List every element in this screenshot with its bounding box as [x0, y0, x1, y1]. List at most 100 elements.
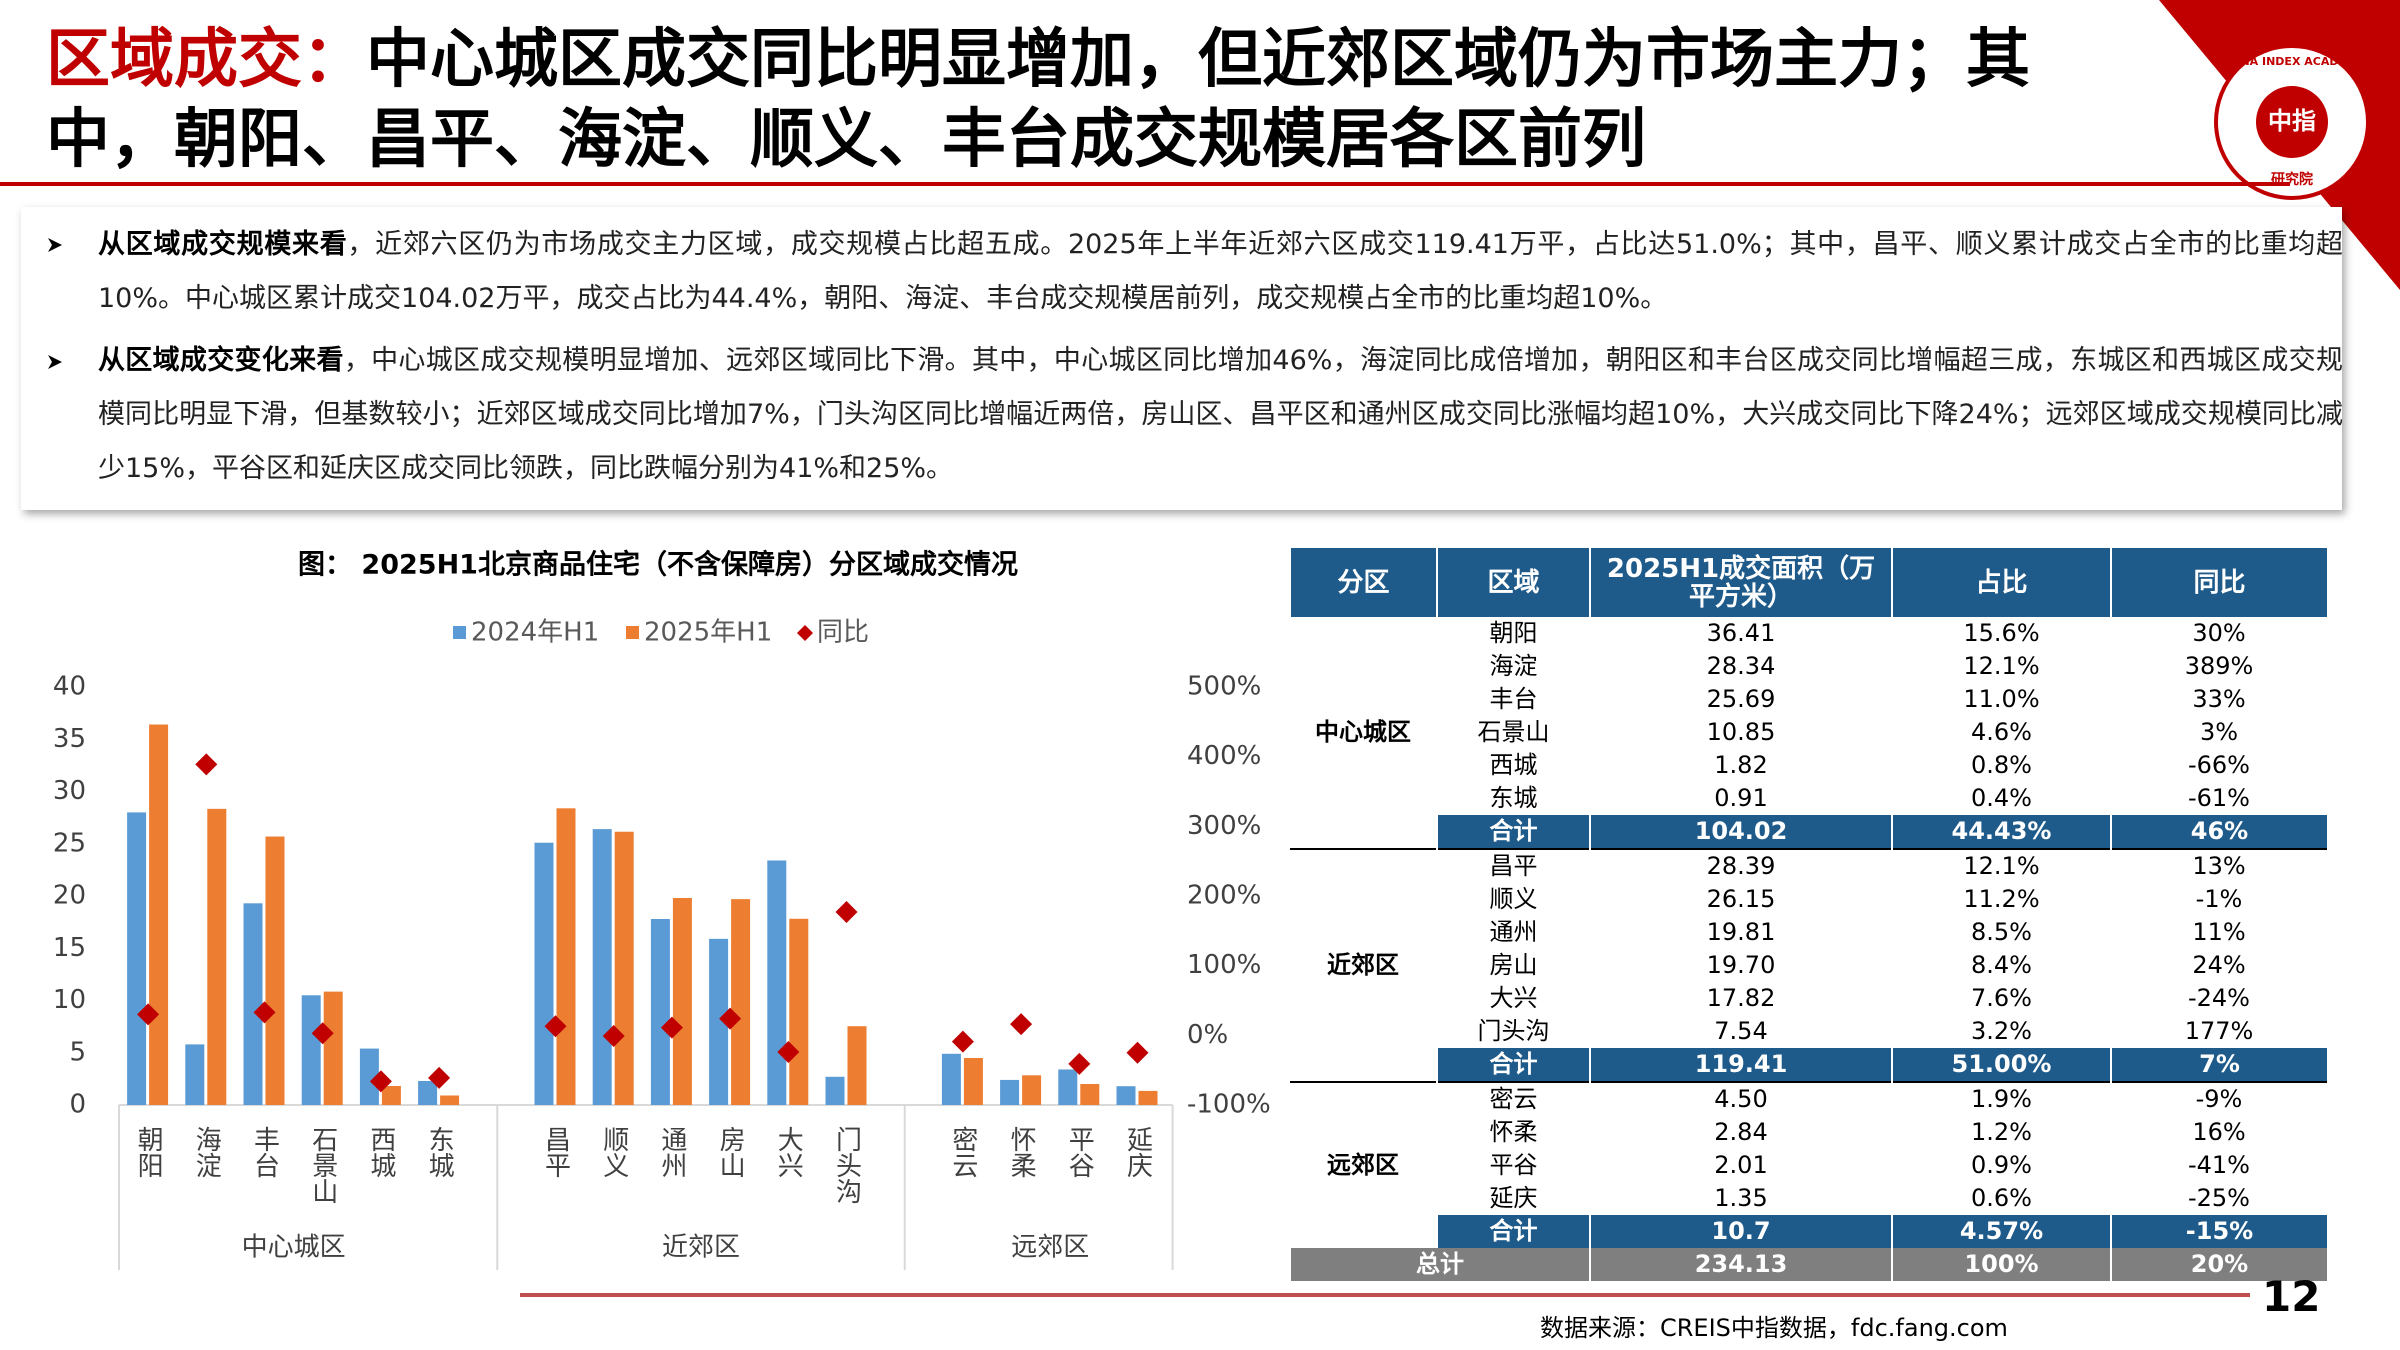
bar: [440, 1095, 460, 1105]
table-cell: 28.34: [1706, 652, 1776, 680]
table-row: 平谷 2.01 0.9% -41%: [1290, 1149, 2327, 1182]
bar: [650, 918, 670, 1105]
x-tick-label: 海淀: [191, 1126, 221, 1178]
bar: [1080, 1083, 1100, 1105]
bullet-text: ，近郊六区仍为市场成交主力区域，成交规模占比超五成。2025年上半年近郊六区成交…: [98, 229, 2343, 314]
y2-tick-label: 0%: [1187, 1020, 1228, 1050]
y2-tick-label: 400%: [1187, 741, 1261, 771]
x-tick-label: 通州: [657, 1126, 687, 1178]
yoy-marker: [777, 1041, 800, 1064]
table-grand-total-cell: 总计: [1289, 1248, 1590, 1281]
table-cell: 13%: [2111, 848, 2327, 883]
bullet: 从区域成交变化来看，中心城区成交规模明显增加、远郊区域同比下滑。其中，中心城区同…: [98, 334, 2343, 496]
y2-tick-label: -100%: [1187, 1090, 1271, 1120]
table-cell: -61%: [2187, 784, 2250, 812]
table-row: 大兴 17.82 7.6% -24%: [1290, 982, 2327, 1015]
x-tick-label: 大兴: [773, 1126, 803, 1178]
bar: [301, 995, 321, 1105]
table-cell: 延庆: [1489, 1184, 1538, 1212]
legend-swatch: [453, 626, 466, 639]
x-tick-label: 丰台: [250, 1126, 280, 1178]
table-cell: 12.1%: [1963, 652, 2040, 680]
bar: [418, 1080, 438, 1105]
table-row: 房山 19.70 8.4% 24%: [1290, 949, 2327, 982]
bar: [127, 812, 147, 1105]
bar: [1116, 1086, 1136, 1105]
table-row: 石景山 10.85 4.6% 3%: [1290, 716, 2327, 749]
table-cell: 平谷: [1489, 1151, 1538, 1179]
table-cell: -66%: [2187, 751, 2250, 779]
table-cell: 7.6%: [1971, 984, 2032, 1012]
table-row: 门头沟 7.54 3.2% 177%: [1290, 1015, 2327, 1048]
x-tick-label: 西城: [366, 1126, 396, 1178]
table-cell: 西城: [1489, 751, 1538, 779]
table-cell: 0.8%: [1971, 751, 2032, 779]
bar: [1058, 1069, 1078, 1105]
table-cell: 28.39: [1590, 848, 1892, 883]
table-cell: -25%: [2187, 1184, 2250, 1212]
yoy-marker: [602, 1025, 625, 1048]
table-cell: 1.82: [1714, 751, 1768, 779]
table-grand-total-row: 总计 234.13 100% 20%: [1289, 1248, 2327, 1281]
x-tick-label: 朝阳: [133, 1126, 163, 1178]
table-total-cell: 7%: [2110, 1048, 2327, 1082]
table-cell: 24%: [2192, 951, 2246, 979]
bullet-lead: 从区域成交变化来看: [98, 345, 344, 376]
bar: [847, 1026, 867, 1105]
table-total-cell: 119.41: [1589, 1048, 1892, 1082]
x-tick-label: 顺义: [599, 1126, 629, 1178]
bar: [1000, 1079, 1020, 1105]
y-tick-label: 40: [53, 672, 86, 702]
legend-label: 同比: [817, 618, 869, 648]
bar: [614, 831, 634, 1105]
legend-label: 2025年H1: [644, 618, 772, 648]
table-cell: 4.50: [1590, 1081, 1892, 1116]
table-header-row: 分区 区域 2025H1成交面积（万平方米） 占比 同比: [1289, 548, 2327, 617]
table-header-cell: 同比: [2110, 548, 2327, 617]
table-cell: 30%: [2192, 619, 2246, 647]
legend-swatch: [626, 626, 639, 639]
x-tick-label: 门头沟: [832, 1126, 862, 1204]
yoy-marker: [835, 901, 858, 924]
group-label: 近郊区: [662, 1233, 740, 1263]
table-cell: 36.41: [1706, 619, 1776, 647]
bar: [1138, 1090, 1158, 1105]
table-header-cell: 分区: [1289, 548, 1437, 617]
y-tick-label: 30: [53, 776, 86, 806]
bar: [556, 808, 576, 1105]
table-cell: 25.69: [1706, 685, 1776, 713]
bullet-icon: [48, 238, 62, 252]
table-row: 丰台 25.69 11.0% 33%: [1290, 683, 2327, 716]
table-total-row: 合计 119.41 51.00% 7%: [1290, 1048, 2327, 1082]
x-tick-label: 延庆: [1123, 1126, 1153, 1178]
bar: [672, 897, 692, 1105]
table-cell: 0.6%: [1971, 1184, 2032, 1212]
bar: [243, 903, 263, 1105]
table-grand-total-cell: 234.13: [1589, 1248, 1892, 1281]
bar: [767, 860, 787, 1105]
y-tick-label: 5: [69, 1037, 86, 1067]
table-total-cell: 合计: [1436, 815, 1590, 849]
table-cell: 石景山: [1477, 718, 1550, 746]
table-row: 通州 19.81 8.5% 11%: [1290, 916, 2327, 949]
table-cell: 15.6%: [1963, 619, 2040, 647]
data-table: 分区 区域 2025H1成交面积（万平方米） 占比 同比 中心城区 朝阳 36.41 15.6%…: [1289, 548, 2327, 1281]
table-cell: 4.6%: [1971, 718, 2032, 746]
x-tick-label: 石景山: [308, 1126, 338, 1204]
y2-tick-label: 200%: [1187, 881, 1261, 911]
yoy-marker: [719, 1007, 742, 1030]
x-tick-label: 怀柔: [1006, 1126, 1036, 1178]
y-tick-label: 35: [53, 724, 86, 754]
table-cell: 朝阳: [1489, 619, 1538, 647]
legend-label: 2024年H1: [471, 618, 599, 648]
bullet: 从区域成交规模来看，近郊六区仍为市场成交主力区域，成交规模占比超五成。2025年…: [98, 218, 2343, 326]
table-total-row: 合计 104.02 44.43% 46%: [1290, 815, 2327, 849]
table-cell: -1%: [2195, 885, 2243, 913]
table-total-cell: 合计: [1436, 1048, 1590, 1082]
table-cell: 8.5%: [1971, 918, 2032, 946]
y-tick-label: 15: [53, 933, 86, 963]
x-tick-label: 房山: [715, 1126, 745, 1178]
bar: [265, 836, 285, 1105]
table-cell: 26.15: [1706, 885, 1776, 913]
